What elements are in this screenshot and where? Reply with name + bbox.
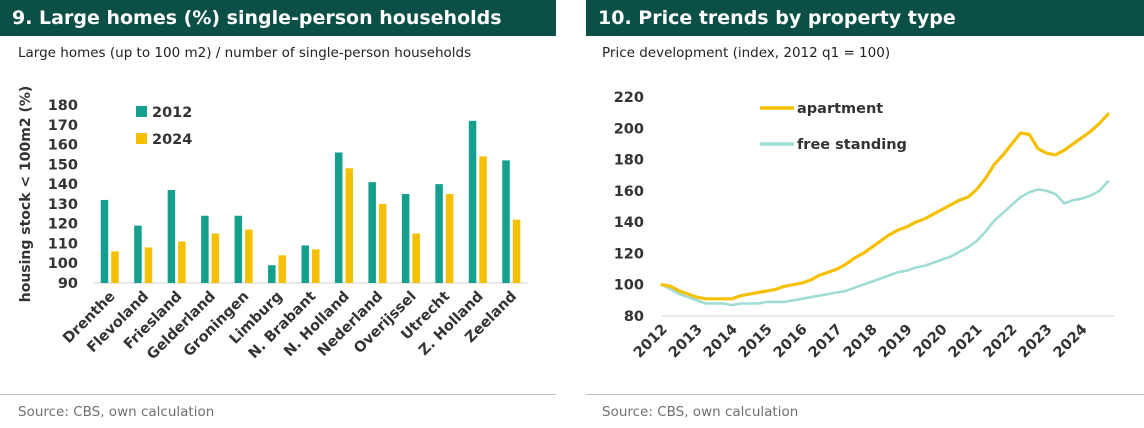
x-tick-label-2015: 2015 (736, 322, 776, 362)
series-line-apartment (660, 112, 1110, 301)
bar-2012-groningen (234, 215, 243, 283)
y-tick-label: 100 (48, 256, 78, 272)
bar-2024-gelderland (211, 233, 220, 283)
y-tick-label: 110 (48, 236, 78, 252)
bar-2024-z-holland (479, 156, 487, 283)
bar-2012-n-holland (334, 152, 343, 283)
x-tick-label-2020: 2020 (911, 322, 951, 362)
bar-2024-drenthe (111, 251, 119, 283)
y-axis-label: housing stock < 100m2 (%) (18, 86, 34, 303)
line-chart-panel: 10. Price trends by property type Price … (586, 0, 1144, 428)
line-source-divider (586, 394, 1144, 395)
legend-label-2012: 2012 (152, 105, 192, 121)
bar-2024-overijssel (412, 233, 420, 283)
series-line-free-standing (660, 180, 1110, 307)
bar-chart-title: 9. Large homes (%) single-person househo… (0, 0, 556, 36)
bar-2024-n-brabant (312, 249, 320, 283)
x-tick-label-2018: 2018 (841, 322, 881, 362)
y-tick-label: 180 (614, 153, 644, 169)
y-tick-label: 180 (48, 98, 78, 114)
x-tick-label-2016: 2016 (771, 322, 811, 362)
bar-2012-zeeland (502, 160, 510, 283)
bar-2024-groningen (245, 229, 253, 283)
x-tick-label-2012: 2012 (631, 322, 671, 362)
bar-2024-nederland (378, 203, 387, 283)
bar-2012-limburg (268, 265, 276, 283)
y-tick-label: 90 (58, 276, 78, 292)
legend-label-free-standing: free standing (797, 137, 907, 153)
x-tick-label-2024: 2024 (1051, 322, 1091, 362)
y-tick-label: 120 (614, 246, 644, 262)
bar-2024-flevoland (144, 247, 153, 283)
bar-2024-utrecht (445, 194, 454, 283)
x-tick-label-2022: 2022 (981, 322, 1021, 362)
bar-2024-n-holland (345, 168, 353, 283)
y-tick-label: 80 (624, 309, 644, 325)
y-tick-label: 220 (614, 90, 644, 106)
y-tick-label: 170 (48, 118, 78, 134)
legend-swatch-2024 (136, 133, 147, 144)
y-tick-label: 100 (614, 278, 644, 294)
bar-2012-drenthe (100, 199, 109, 283)
line-chart-subtitle: Price development (index, 2012 q1 = 100) (602, 45, 891, 61)
x-tick-label-2023: 2023 (1016, 322, 1056, 362)
bar-chart: 90 100 110 120 130 140 150 160 170 180 housing sto… (18, 86, 528, 363)
legend-label-apartment: apartment (797, 101, 883, 117)
bar-2012-utrecht (435, 184, 443, 283)
bar-2012-friesland (167, 190, 176, 283)
y-tick-label: 150 (48, 157, 78, 173)
x-tick-label-2021: 2021 (946, 322, 986, 362)
x-tick-label-2017: 2017 (806, 322, 846, 362)
y-tick-label: 130 (48, 197, 78, 213)
y-tick-label: 120 (48, 217, 78, 233)
bar-2024-zeeland (512, 219, 521, 283)
bar-2012-n-brabant (301, 245, 309, 283)
bar-2012-z-holland (468, 120, 477, 283)
bar-2024-limburg (278, 255, 287, 283)
y-tick-label: 140 (614, 215, 644, 231)
legend-swatch-2012 (136, 106, 147, 117)
line-chart: 8010012014016018020022020122013201420152… (614, 90, 1114, 362)
bar-source-divider (0, 394, 556, 395)
bar-chart-subtitle: Large homes (up to 100 m2) / number of s… (18, 45, 472, 61)
bar-chart-panel: 9. Large homes (%) single-person househo… (0, 0, 556, 428)
bar-chart-source: Source: CBS, own calculation (18, 404, 215, 420)
x-tick-label-2014: 2014 (701, 322, 741, 362)
y-tick-label: 200 (614, 121, 644, 137)
line-chart-title: 10. Price trends by property type (586, 0, 1144, 36)
y-tick-label: 160 (614, 184, 644, 200)
y-tick-label: 160 (48, 138, 78, 154)
line-chart-source: Source: CBS, own calculation (602, 404, 799, 420)
y-tick-label: 140 (48, 177, 78, 193)
bar-2012-gelderland (201, 215, 209, 283)
bar-2024-friesland (178, 241, 186, 283)
bar-2012-nederland (368, 182, 376, 283)
x-tick-label-2019: 2019 (876, 322, 916, 362)
bar-2012-overijssel (401, 194, 410, 283)
bar-2012-flevoland (134, 225, 142, 283)
x-tick-label-2013: 2013 (666, 322, 706, 362)
legend-label-2024: 2024 (152, 132, 192, 148)
